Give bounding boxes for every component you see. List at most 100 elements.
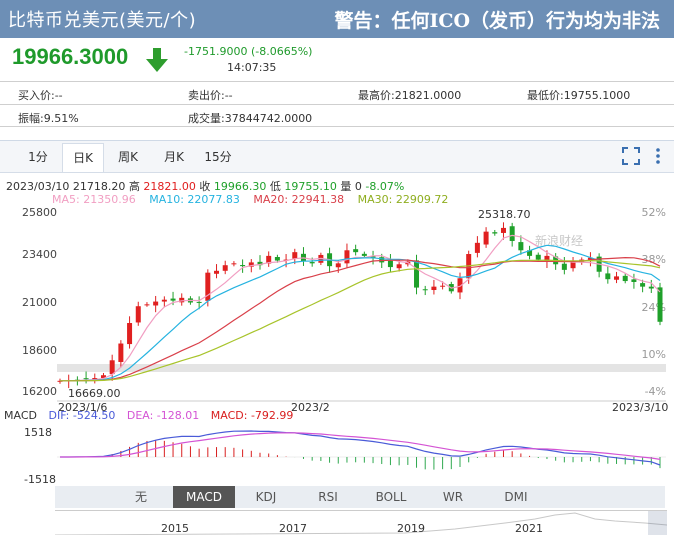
candle — [492, 232, 498, 234]
ma-series — [59, 234, 661, 382]
y-tick-1: 23400 — [22, 248, 57, 261]
candle — [344, 250, 350, 264]
candle — [544, 255, 550, 262]
ma5-line — [59, 234, 661, 382]
indicator-none[interactable]: 无 — [134, 490, 147, 504]
ma20-line — [60, 256, 661, 382]
candle — [631, 279, 637, 282]
macd-legend: MACD DIF: -524.50 DEA: -128.01 MACD: -79… — [4, 409, 294, 422]
ask-price: 卖出价:-- — [188, 89, 233, 102]
tab-daily[interactable]: 日K — [62, 143, 104, 172]
ohlc-close: 19966.30 — [213, 180, 267, 193]
candle — [170, 298, 176, 301]
candle — [127, 323, 133, 345]
more-icon[interactable] — [652, 147, 664, 165]
candle — [196, 301, 202, 303]
indicator-tabs: 无 MACD KDJ RSI BOLL WR DMI — [55, 486, 665, 508]
year-2017: 2017 — [279, 522, 307, 535]
tab-weekly[interactable]: 周K — [118, 150, 138, 164]
pct-tick-1: 38% — [642, 253, 666, 266]
year-2021: 2021 — [515, 522, 543, 535]
period-tabs: 1分 日K 周K 月K 15分 — [0, 141, 674, 173]
y-tick-4: 16200 — [22, 385, 57, 398]
x-tick-1: 2023/2 — [291, 401, 330, 414]
candle — [309, 262, 315, 264]
candle — [100, 375, 106, 379]
indicator-boll[interactable]: BOLL — [375, 490, 407, 504]
indicator-wr[interactable]: WR — [442, 490, 464, 504]
range-overview[interactable]: 2015 2017 2019 2021 — [55, 510, 667, 535]
candle — [274, 257, 280, 261]
candle — [379, 257, 385, 263]
y-tick-0: 25800 — [22, 206, 57, 219]
y-tick-2: 21000 — [22, 296, 57, 309]
candle — [335, 263, 341, 268]
candle — [214, 270, 220, 274]
candle — [231, 263, 237, 265]
candle — [640, 283, 646, 287]
macd-bottom-label: -1518 — [24, 473, 56, 485]
candle — [153, 301, 159, 306]
indicator-macd[interactable]: MACD — [173, 486, 235, 508]
ma10-value: MA10: 22077.83 — [149, 193, 240, 206]
candle — [518, 242, 524, 251]
low-marker: 16669.00 — [68, 387, 121, 400]
candle — [570, 261, 576, 269]
kline-chart[interactable]: 25800 23400 21000 18600 16200 52% 38% 24… — [0, 205, 674, 485]
ma5-value: MA5: 21350.96 — [52, 193, 136, 206]
candle — [622, 275, 628, 282]
tab-monthly[interactable]: 月K — [164, 150, 184, 164]
ma30-value: MA30: 22909.72 — [357, 193, 449, 206]
candle — [422, 289, 428, 291]
volume: 成交量:37844742.0000 — [188, 112, 313, 125]
range-selector[interactable] — [648, 511, 667, 535]
candle — [440, 285, 446, 287]
candle — [222, 265, 228, 271]
candle — [605, 273, 611, 280]
ohlc-high-label: 高 — [128, 180, 140, 193]
tab-15min[interactable]: 15分 — [204, 150, 232, 164]
candle — [370, 256, 376, 258]
current-price: 19966.3000 — [12, 44, 129, 69]
watermark: 新浪财经 — [535, 233, 583, 248]
candle — [474, 242, 480, 253]
indicator-dmi[interactable]: DMI — [504, 490, 528, 504]
ohlc-high: 21821.00 — [143, 180, 196, 193]
indicator-kdj[interactable]: KDJ — [255, 490, 277, 504]
fullscreen-icon[interactable] — [622, 147, 640, 165]
indicator-rsi[interactable]: RSI — [318, 490, 338, 504]
high-marker: 25318.70 — [478, 208, 531, 221]
candle — [387, 260, 393, 268]
candle — [118, 343, 124, 362]
candle — [483, 231, 489, 245]
ma10-line — [60, 244, 661, 382]
candle — [414, 260, 420, 288]
candle — [561, 263, 567, 270]
candle — [614, 276, 620, 280]
dif-line — [60, 430, 661, 466]
candle — [83, 378, 89, 380]
ma20-value: MA20: 22941.38 — [253, 193, 345, 206]
info-row: 买入价:-- 卖出价:-- 最高价:21821.0000 最低价:19755.1… — [0, 81, 674, 104]
ohlc-vol: 0 — [354, 180, 362, 193]
candle — [509, 226, 515, 241]
candle — [457, 278, 463, 293]
ma30-line — [60, 259, 661, 382]
y-tick-3: 18600 — [22, 344, 57, 357]
pct-tick-0: 52% — [642, 206, 666, 219]
candle — [179, 297, 185, 303]
candle — [527, 250, 533, 256]
pct-tick-4: -4% — [645, 385, 666, 398]
candle — [500, 227, 506, 233]
candle — [396, 264, 402, 269]
bid-price: 买入价:-- — [18, 89, 63, 102]
price-change: -1751.9000 (-8.0665%) — [184, 45, 313, 58]
ohlc-open: 21718.20 — [72, 180, 126, 193]
ohlc-readout: 2023/03/10 21718.20 高 21821.00 收 19966.3… — [6, 178, 404, 194]
page-title: 比特币兑美元(美元/个) — [8, 10, 197, 31]
amplitude: 振幅:9.51% — [18, 112, 79, 125]
tab-1min[interactable]: 1分 — [28, 150, 48, 164]
high-price: 最高价:21821.0000 — [358, 89, 462, 102]
y-axis-labels: 25800 23400 21000 18600 16200 — [22, 206, 57, 398]
pct-tick-3: 10% — [642, 348, 666, 361]
